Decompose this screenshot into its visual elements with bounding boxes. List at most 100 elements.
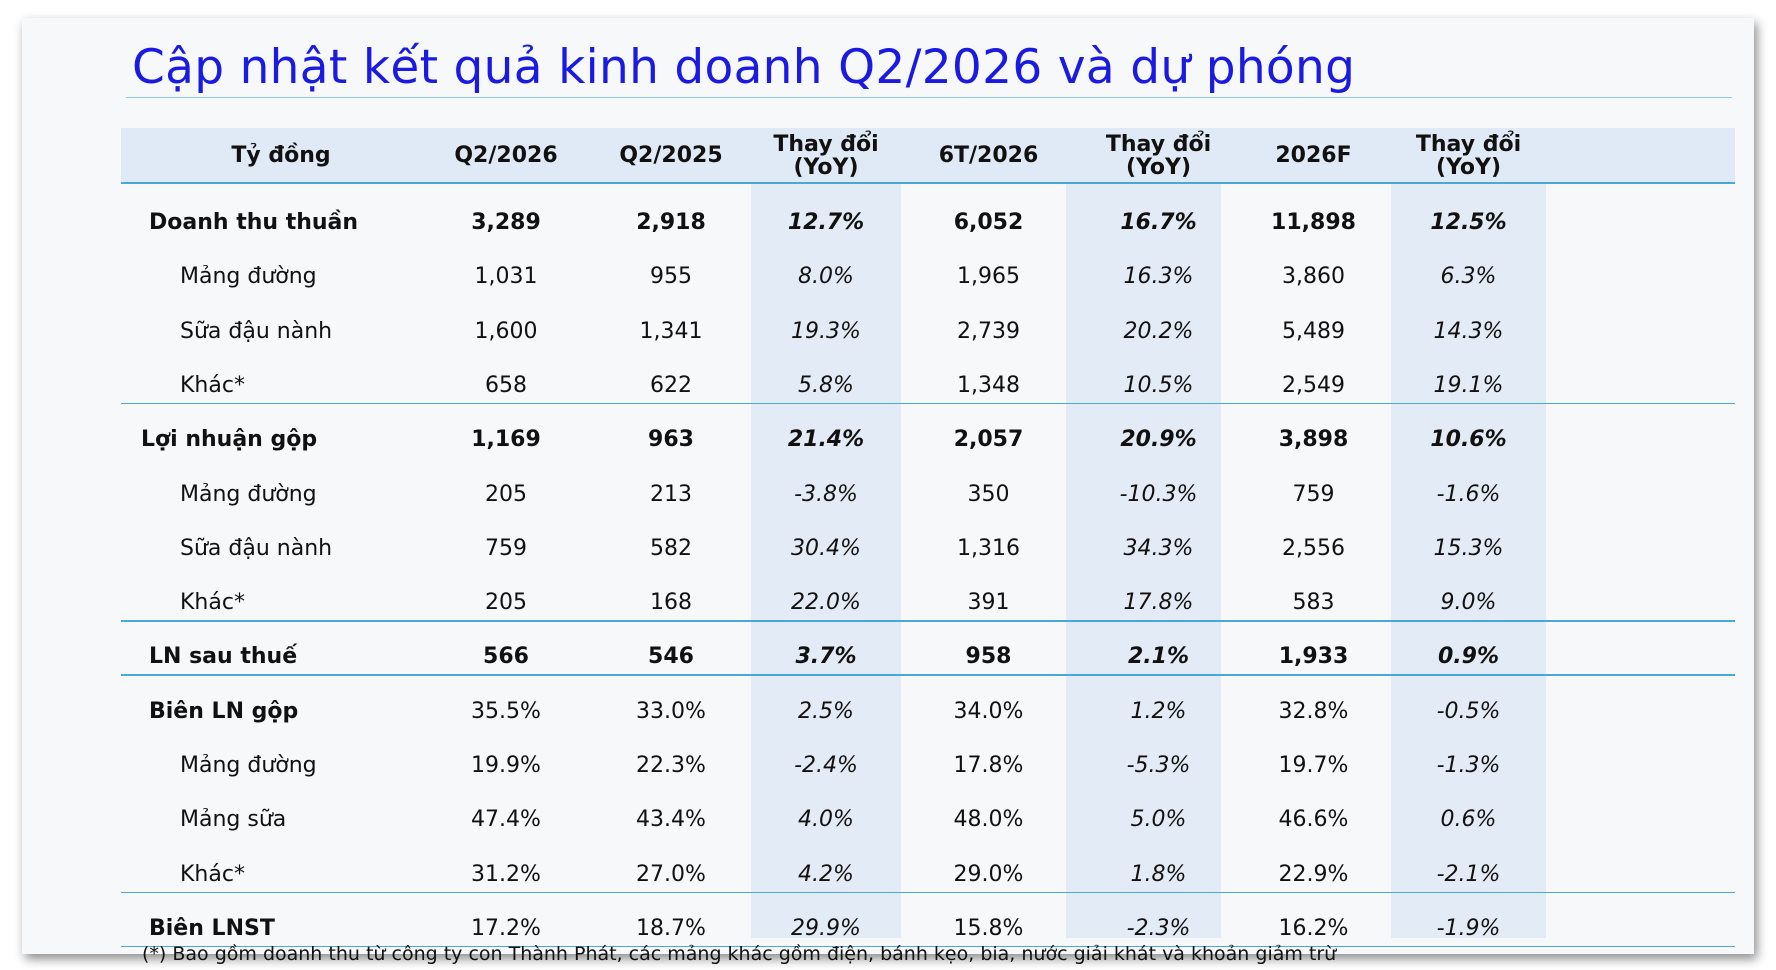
column-header: Thay đổi (YoY) xyxy=(773,131,879,180)
table-cell: 546 xyxy=(648,644,694,670)
table-cell: 46.6% xyxy=(1278,807,1349,833)
table-cell: 2,739 xyxy=(957,318,1020,344)
table-cell: 22.9% xyxy=(1278,861,1349,887)
table-cell: 43.4% xyxy=(636,807,706,833)
slide: Cập nhật kết quả kinh doanh Q2/2026 và d… xyxy=(22,18,1754,965)
table-cell: 12.7% xyxy=(787,210,865,235)
table-header xyxy=(121,128,1735,183)
table-cell: -3.8% xyxy=(794,481,858,507)
table-cell: 350 xyxy=(967,481,1010,507)
table-cell: 35.5% xyxy=(471,698,541,724)
table-cell: 1,965 xyxy=(957,264,1020,290)
table-cell: 2.1% xyxy=(1127,644,1189,670)
row-label: Doanh thu thuần xyxy=(149,210,359,235)
table-cell: 2,918 xyxy=(636,210,706,235)
table-cell: 10.5% xyxy=(1123,372,1194,398)
column-header: 2026F xyxy=(1275,143,1352,168)
yoy-column-shade xyxy=(751,183,901,938)
table-cell: 9.0% xyxy=(1440,590,1497,616)
table-cell: -1.6% xyxy=(1436,481,1501,507)
table-cell: 29.0% xyxy=(953,861,1024,887)
table-cell: 17.2% xyxy=(471,915,541,941)
table-cell: 1,316 xyxy=(957,535,1020,561)
section-rule xyxy=(121,674,1735,676)
row-label: Mảng đường xyxy=(180,481,317,507)
row-label: Biên LNST xyxy=(149,915,275,941)
table-cell: -2.3% xyxy=(1126,915,1191,941)
table-cell: 205 xyxy=(485,590,527,616)
table-cell: 1,169 xyxy=(471,427,541,453)
table-cell: 18.7% xyxy=(636,915,706,941)
column-header: Q2/2026 xyxy=(454,143,558,168)
table-cell: 5,489 xyxy=(1282,318,1345,344)
row-label: Sữa đậu nành xyxy=(180,318,333,344)
table-cell: 6,052 xyxy=(953,210,1024,235)
footnote: (*) Bao gồm doanh thu từ công ty con Thà… xyxy=(142,943,1337,965)
table-cell: 19.1% xyxy=(1433,372,1504,398)
table-cell: 29.9% xyxy=(791,915,861,941)
row-label: Biên LN gộp xyxy=(149,698,299,724)
yoy-column-shade xyxy=(1066,183,1221,938)
table-cell: 1.2% xyxy=(1130,698,1187,724)
table-cell: 759 xyxy=(1292,481,1335,507)
table-cell: 11,898 xyxy=(1271,210,1356,235)
section-rule xyxy=(121,402,1735,405)
table-cell: 31.2% xyxy=(471,861,541,887)
table-cell: 47.4% xyxy=(471,807,541,833)
table-cell: 658 xyxy=(485,372,527,398)
table-cell: 1,600 xyxy=(474,318,538,344)
table-cell: 22.0% xyxy=(791,590,861,616)
title-divider xyxy=(126,97,1732,98)
table-cell: 19.9% xyxy=(471,753,541,778)
table-cell: 168 xyxy=(650,590,692,616)
table-cell: 5.0% xyxy=(1130,807,1187,833)
table-cell: -1.9% xyxy=(1436,915,1501,941)
table-cell: 3,860 xyxy=(1282,264,1345,290)
table-cell: 583 xyxy=(1292,590,1335,616)
table-cell: 2,556 xyxy=(1282,535,1345,561)
table-cell: -10.3% xyxy=(1119,481,1198,507)
table-cell: 30.4% xyxy=(791,535,861,561)
table-cell: 34.0% xyxy=(953,698,1024,724)
row-label: Sữa đậu nành xyxy=(180,535,333,561)
header-rule xyxy=(121,182,1735,184)
table-cell: 1.8% xyxy=(1130,861,1187,887)
table-cell: -2.4% xyxy=(794,753,858,778)
table-cell: 963 xyxy=(648,427,694,453)
table-cell: 2,057 xyxy=(953,427,1024,453)
table-cell: 213 xyxy=(650,481,692,507)
row-label: Khác* xyxy=(180,372,245,398)
table-cell: 2.5% xyxy=(798,698,854,724)
table-cell: 1,348 xyxy=(957,372,1020,398)
table-cell: 2,549 xyxy=(1282,372,1345,398)
table-cell: 32.8% xyxy=(1278,698,1349,724)
row-label: Khác* xyxy=(180,861,245,887)
table-cell: 15.3% xyxy=(1433,535,1504,561)
row-label: Lợi nhuận gộp xyxy=(141,427,318,453)
table-cell: 17.8% xyxy=(1123,590,1194,616)
table-cell: 15.8% xyxy=(953,915,1024,941)
row-label: Khác* xyxy=(180,590,245,616)
table-cell: 622 xyxy=(650,372,692,398)
table-cell: 20.2% xyxy=(1123,318,1194,344)
yoy-column-shade xyxy=(1391,183,1546,938)
row-label: LN sau thuế xyxy=(149,644,298,670)
table-cell: 0.6% xyxy=(1440,807,1497,833)
table-cell: 759 xyxy=(485,535,527,561)
column-header: Tỷ đồng xyxy=(231,143,331,168)
table-cell: 4.0% xyxy=(798,807,854,833)
column-header: Thay đổi (YoY) xyxy=(1415,131,1522,180)
table-cell: 16.3% xyxy=(1123,264,1194,290)
table-cell: 33.0% xyxy=(636,698,706,724)
row-label: Mảng sữa xyxy=(180,807,287,833)
table-cell: 1,933 xyxy=(1278,644,1349,670)
table-cell: -2.1% xyxy=(1436,861,1501,887)
table-cell: 16.2% xyxy=(1278,915,1349,941)
table-cell: 8.0% xyxy=(798,264,854,290)
page-title: Cập nhật kết quả kinh doanh Q2/2026 và d… xyxy=(132,40,1356,95)
table-cell: 566 xyxy=(483,644,529,670)
results-table: Tỷ đồng Q2/2026 Q2/2025 Thay đổi (YoY) 6T/20… xyxy=(121,128,1735,948)
table-cell: 391 xyxy=(967,590,1010,616)
section-rule xyxy=(121,891,1735,894)
table-cell: 1,341 xyxy=(639,318,703,344)
